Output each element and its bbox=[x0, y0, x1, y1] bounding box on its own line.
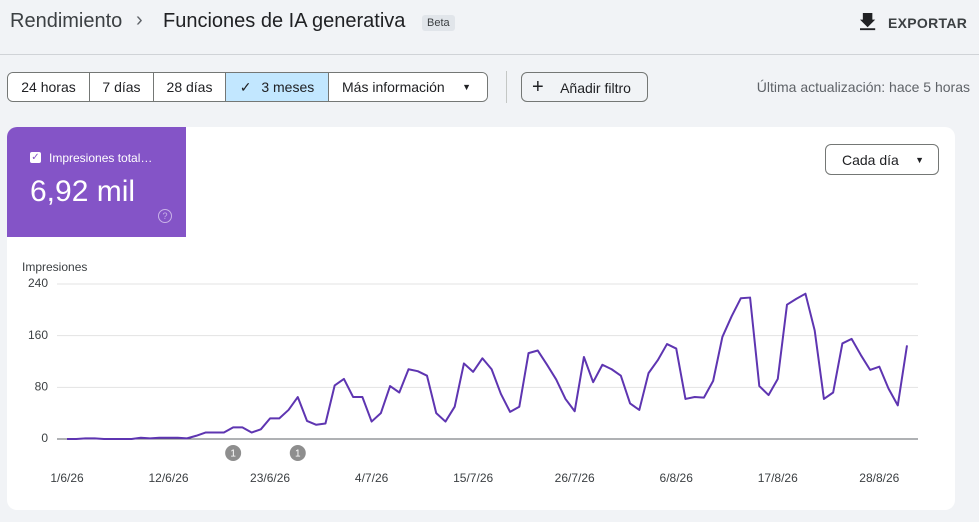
export-button[interactable]: EXPORTAR bbox=[888, 15, 968, 31]
granularity-select[interactable]: Cada día ▼ bbox=[825, 144, 939, 175]
x-tick-label: 15/7/26 bbox=[453, 471, 493, 485]
x-tick-label: 1/6/26 bbox=[50, 471, 84, 485]
metric-checkbox[interactable]: ✓ bbox=[30, 152, 41, 163]
annotation-label[interactable]: 1 bbox=[230, 449, 236, 460]
range-group: 24 horas 7 días 28 días ✓ 3 meses Más inform… bbox=[7, 72, 488, 102]
chevron: › bbox=[136, 9, 143, 31]
add-filter[interactable]: + Añadir filtro bbox=[521, 72, 648, 102]
range-label: 28 días bbox=[166, 79, 213, 95]
range-button[interactable]: ✓ 3 meses bbox=[226, 73, 329, 101]
divider bbox=[0, 54, 979, 55]
line-series bbox=[67, 292, 908, 440]
y-tick-label: 0 bbox=[41, 431, 48, 445]
page-title: Funciones de IA generativa bbox=[163, 10, 406, 32]
x-tick-label: 6/8/26 bbox=[660, 471, 694, 485]
download-icon bbox=[860, 13, 876, 31]
x-tick-label: 12/6/26 bbox=[149, 471, 189, 485]
x-tick-label: 4/7/26 bbox=[355, 471, 389, 485]
range-button[interactable]: 7 días bbox=[90, 73, 154, 101]
y-tick-label: 80 bbox=[35, 380, 49, 394]
separator bbox=[506, 71, 507, 103]
x-tick-label: 17/8/26 bbox=[758, 471, 798, 485]
range-label: 7 días bbox=[102, 79, 141, 95]
more-info[interactable]: Más información ▼ bbox=[329, 73, 487, 101]
metric-label: Impresiones total… bbox=[49, 151, 153, 165]
annotation-marker bbox=[289, 445, 306, 461]
breadcrumb[interactable]: Rendimiento bbox=[10, 10, 123, 32]
y-tick-label: 160 bbox=[28, 328, 48, 342]
y-axis-title: Impresiones bbox=[22, 260, 87, 274]
x-tick-label: 28/8/26 bbox=[859, 471, 899, 485]
annotation-label[interactable]: 1 bbox=[295, 449, 301, 460]
granularity-label: Cada día bbox=[842, 152, 899, 168]
help-icon[interactable]: ? bbox=[158, 209, 172, 223]
metric-card[interactable]: ✓ Impresiones total… 6,92 mil ? bbox=[7, 127, 186, 237]
metric-value: 6,92 mil bbox=[30, 175, 136, 208]
range-label: 3 meses bbox=[261, 79, 315, 95]
annotation-marker bbox=[225, 445, 242, 461]
add-filter-label: Añadir filtro bbox=[560, 80, 631, 96]
range-button[interactable]: 28 días bbox=[154, 73, 226, 101]
last-update: Última actualización: hace 5 horas bbox=[756, 79, 970, 95]
y-tick-label: 240 bbox=[28, 276, 48, 290]
beta-badge: Beta bbox=[422, 15, 455, 31]
range-label: 24 horas bbox=[21, 79, 76, 95]
check-icon: ✓ bbox=[239, 79, 256, 95]
x-tick-label: 26/7/26 bbox=[555, 471, 595, 485]
range-button[interactable]: 24 horas bbox=[8, 73, 90, 101]
more-info-label: Más información bbox=[342, 79, 445, 95]
dropdown-arrow: ▼ bbox=[462, 82, 471, 92]
x-tick-label: 23/6/26 bbox=[250, 471, 290, 485]
